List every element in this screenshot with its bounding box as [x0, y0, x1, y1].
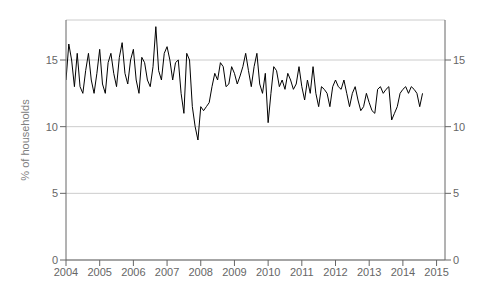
svg-text:2013: 2013	[357, 266, 381, 278]
svg-text:2007: 2007	[155, 266, 179, 278]
svg-text:5: 5	[52, 187, 58, 199]
svg-text:2006: 2006	[121, 266, 145, 278]
svg-text:15: 15	[453, 54, 465, 66]
svg-text:2015: 2015	[424, 266, 448, 278]
svg-text:5: 5	[453, 187, 459, 199]
svg-text:10: 10	[453, 121, 465, 133]
svg-text:2005: 2005	[87, 266, 111, 278]
svg-text:% of households: % of households	[19, 99, 31, 181]
svg-text:15: 15	[46, 54, 58, 66]
svg-text:2012: 2012	[323, 266, 347, 278]
svg-text:2009: 2009	[222, 266, 246, 278]
svg-text:2014: 2014	[391, 266, 415, 278]
svg-text:2008: 2008	[189, 266, 213, 278]
svg-text:2011: 2011	[290, 266, 314, 278]
svg-text:0: 0	[453, 254, 459, 266]
svg-text:2004: 2004	[54, 266, 78, 278]
svg-text:2010: 2010	[256, 266, 280, 278]
svg-text:0: 0	[52, 254, 58, 266]
svg-text:10: 10	[46, 121, 58, 133]
